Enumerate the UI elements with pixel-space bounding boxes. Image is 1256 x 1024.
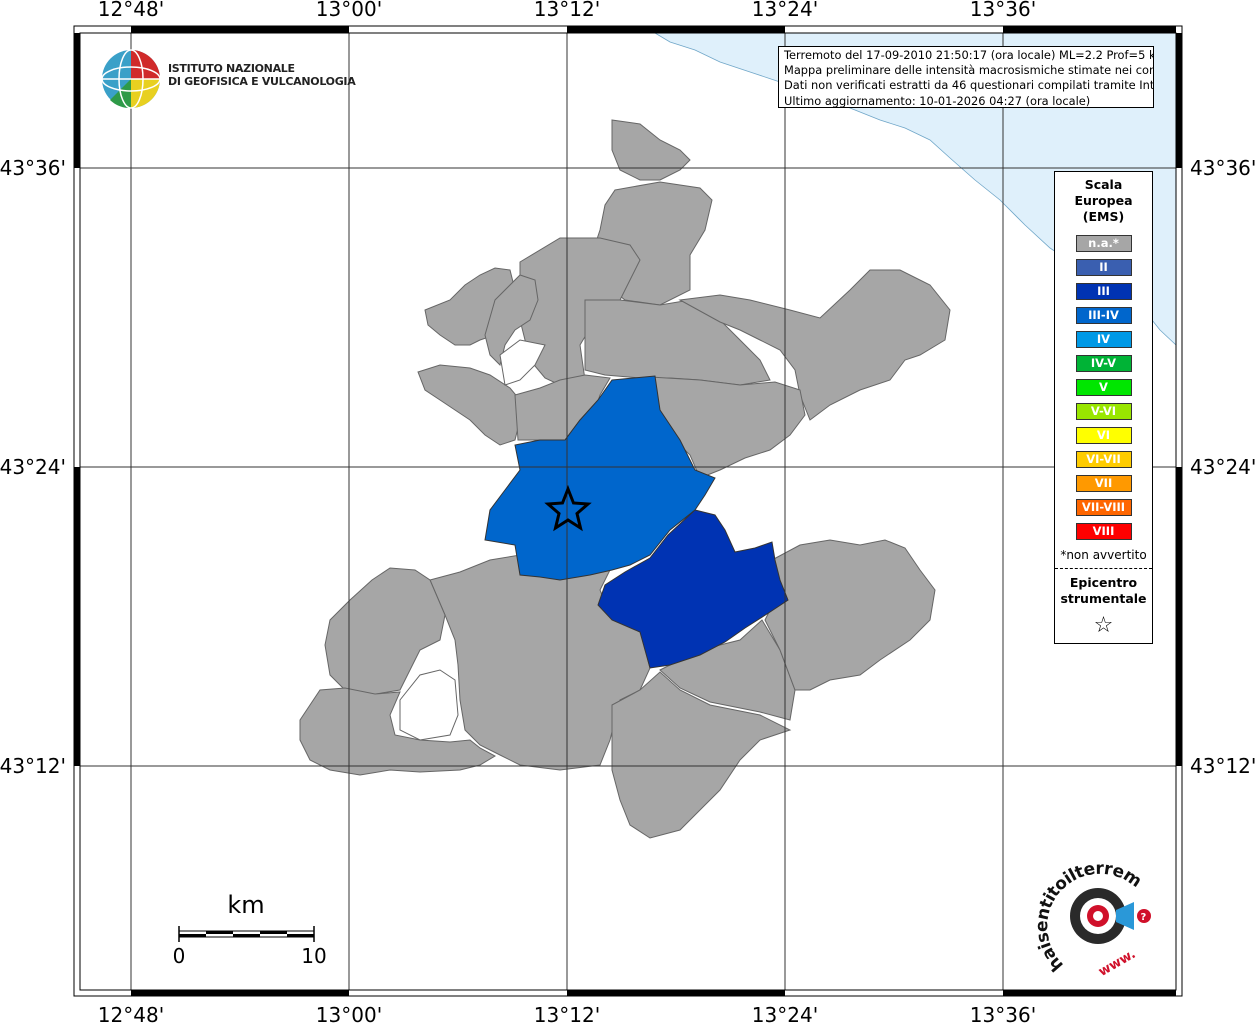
lat-label: 43°24' <box>0 455 66 479</box>
info-line: Ultimo aggiornamento: 10-01-2026 04:27 (… <box>784 93 1091 108</box>
lat-label: 43°36' <box>0 156 66 180</box>
lat-label: 43°12' <box>1190 754 1256 778</box>
latitude-labels-right: 43°36' 43°24' 43°12' <box>1190 156 1256 778</box>
scale-min-label: 0 <box>173 944 186 968</box>
legend-item: III <box>1075 283 1132 300</box>
lat-label: 43°12' <box>0 754 66 778</box>
legend-item: VII <box>1075 475 1132 492</box>
lon-label: 13°12' <box>534 1003 600 1024</box>
haisentito-logo-icon: ? haisentitoilterremoto.it www. <box>1036 860 1151 980</box>
latitude-labels-left: 43°36' 43°24' 43°12' <box>0 156 66 778</box>
earthquake-info-box: Terremoto del 17-09-2010 21:50:17 (ora l… <box>778 46 1154 108</box>
lon-label: 12°48' <box>98 1003 164 1024</box>
municipality-intensity-III-IV <box>484 375 716 581</box>
legend-title: Scala Europea (EMS) <box>1055 177 1152 225</box>
lon-label: 13°12' <box>534 0 600 21</box>
scale-max-label: 10 <box>301 944 326 968</box>
legend-title-line: (EMS) <box>1082 209 1125 224</box>
legend-item: V <box>1075 379 1132 396</box>
lon-label: 13°24' <box>752 0 818 21</box>
legend-epicentre-line: Epicentro <box>1069 575 1138 590</box>
legend-epicentre-title: Epicentro strumentale <box>1055 575 1152 607</box>
legend-item: VIII <box>1075 523 1132 540</box>
graticule <box>80 33 1176 990</box>
scale-bar: km 0 10 <box>173 891 327 968</box>
legend-item: VII-VIII <box>1075 499 1132 516</box>
legend-epicentre-line: strumentale <box>1060 591 1147 606</box>
legend-star-icon: ☆ <box>1093 613 1114 638</box>
legend-title-line: Europea <box>1074 193 1133 208</box>
legend-title-line: Scala <box>1084 177 1123 192</box>
white-area <box>499 339 546 386</box>
legend-item: n.a.* <box>1075 235 1132 252</box>
epicenter-star-icon <box>544 484 592 532</box>
legend-item: IV <box>1075 331 1132 348</box>
legend-items: n.a.* II III III-IV IV IV-V V V-VI VI VI-VII VII VI… <box>1055 235 1152 540</box>
legend-item: III-IV <box>1075 307 1132 324</box>
longitude-labels-bottom: 12°48' 13°00' 13°12' 13°24' 13°36' <box>98 1003 1036 1024</box>
lat-label: 43°36' <box>1190 156 1256 180</box>
lon-label: 13°00' <box>316 0 382 21</box>
legend-separator <box>1055 568 1152 569</box>
white-area <box>399 669 459 741</box>
lat-label: 43°24' <box>1190 455 1256 479</box>
svg-text:?: ? <box>1141 912 1147 923</box>
legend-item: V-VI <box>1075 403 1132 420</box>
legend-item: II <box>1075 259 1132 276</box>
lon-label: 13°24' <box>752 1003 818 1024</box>
legend-item: VI <box>1075 427 1132 444</box>
info-line: Dati non verificati estratti da 46 quest… <box>784 78 1154 93</box>
lon-label: 13°36' <box>970 0 1036 21</box>
legend-note: *non avvertito <box>1060 548 1147 562</box>
legend-item: IV-V <box>1075 355 1132 372</box>
haisentito-url: www. <box>1096 947 1138 980</box>
scale-unit: km <box>227 891 264 919</box>
info-line: Terremoto del 17-09-2010 21:50:17 (ora l… <box>784 48 1154 62</box>
lon-label: 12°48' <box>98 0 164 21</box>
municipality-intensity-III <box>597 509 789 669</box>
lon-label: 13°00' <box>316 1003 382 1024</box>
ems-legend: Scala Europea (EMS) n.a.* II III III-IV IV IV… <box>1054 171 1153 644</box>
ingv-globe-icon <box>101 49 161 109</box>
ingv-logo-text: ISTITUTO NAZIONALE DI GEOFISICA E VULCAN… <box>168 62 356 88</box>
lon-label: 13°36' <box>970 1003 1036 1024</box>
ingv-line1: ISTITUTO NAZIONALE <box>168 62 295 75</box>
longitude-labels-top: 12°48' 13°00' 13°12' 13°24' 13°36' <box>98 0 1036 21</box>
ingv-line2: DI GEOFISICA E VULCANOLOGIA <box>168 75 356 88</box>
legend-item: VI-VII <box>1075 451 1132 468</box>
info-line: Mappa preliminare delle intensità macros… <box>784 63 1154 78</box>
map-frame <box>73 25 1183 997</box>
